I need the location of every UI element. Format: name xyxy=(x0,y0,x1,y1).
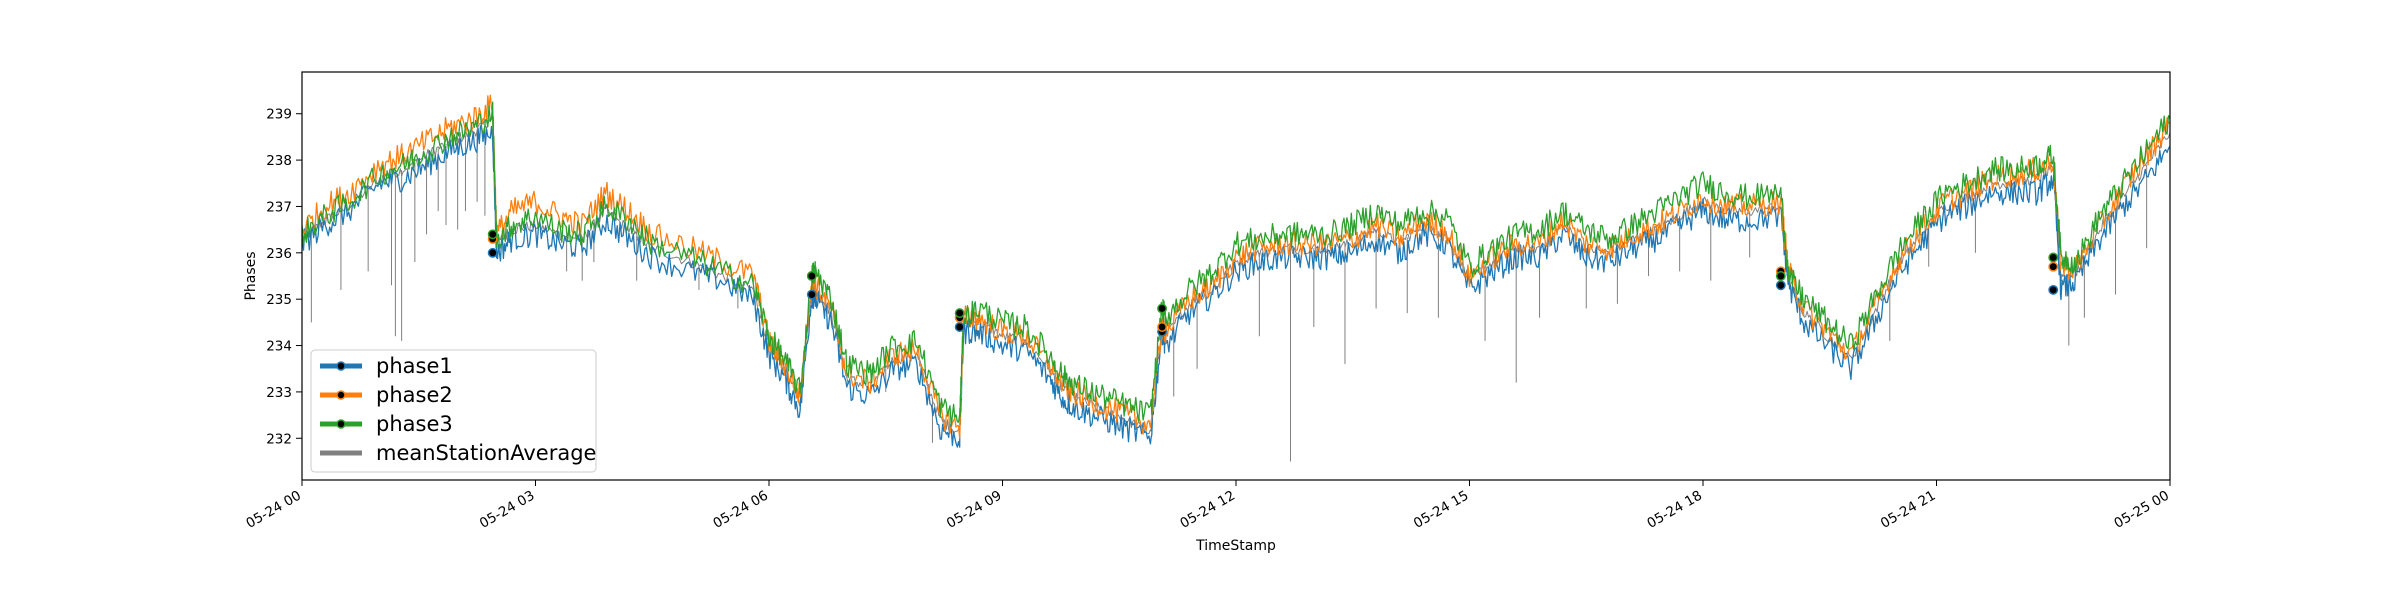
legend-frame xyxy=(310,349,597,473)
x-tick-label: 05-24 03 xyxy=(477,488,538,532)
marker-point-phase3 xyxy=(487,229,498,240)
marker-point-phase3 xyxy=(1157,303,1168,314)
x-axis-label: TimeStamp xyxy=(1195,538,1276,554)
marker-point-phase1 xyxy=(2048,284,2059,295)
marker-point-phase3 xyxy=(1775,271,1786,281)
legend-marker-phase3 xyxy=(336,419,346,429)
y-tick-label: 233 xyxy=(266,385,292,401)
y-tick-label: 239 xyxy=(266,107,292,123)
series-line-phase1 xyxy=(302,125,2170,448)
marker-point-phase2 xyxy=(2048,261,2059,272)
marker-point-phase1 xyxy=(806,289,817,300)
x-tick-label: 05-24 00 xyxy=(243,488,304,532)
legend-label-phase2: phase2 xyxy=(376,383,453,407)
y-axis-label: Phases xyxy=(243,251,259,300)
marker-point-phase3 xyxy=(806,271,817,281)
x-tick-label: 05-25 00 xyxy=(2111,488,2172,532)
marker-point-phase3 xyxy=(954,308,965,319)
y-tick-label: 235 xyxy=(266,292,292,308)
x-tick-label: 05-24 15 xyxy=(1411,488,1472,532)
x-tick-label: 05-24 18 xyxy=(1644,488,1705,532)
x-tick-label: 05-24 12 xyxy=(1177,488,1238,532)
legend: phase1 phase2 phase3 meanStationAverage xyxy=(310,349,597,473)
legend-marker-phase1 xyxy=(336,361,346,371)
marker-point-phase2 xyxy=(1157,322,1168,332)
legend-label-phase3: phase3 xyxy=(376,412,453,436)
y-axis: 232 233 234 235 236 237 238 239 xyxy=(266,107,302,447)
series-line-phase2 xyxy=(302,94,2170,439)
legend-label-meanStationAverage: meanStationAverage xyxy=(376,441,596,465)
series-line-phase3 xyxy=(302,101,2170,427)
y-tick-label: 237 xyxy=(266,199,292,215)
y-tick-label: 232 xyxy=(266,431,292,447)
legend-label-phase1: phase1 xyxy=(376,354,453,378)
marker-point-phase3 xyxy=(2048,252,2059,263)
y-tick-label: 234 xyxy=(266,339,292,355)
x-tick-label: 05-24 21 xyxy=(1878,488,1939,532)
plot-area xyxy=(302,94,2170,462)
x-tick-label: 05-24 06 xyxy=(710,488,771,532)
y-tick-label: 236 xyxy=(266,246,292,262)
marker-point-phase1 xyxy=(487,247,498,258)
x-axis: 05-24 00 05-24 03 05-24 06 05-24 09 05-24 12… xyxy=(243,480,2172,532)
y-tick-label: 238 xyxy=(266,153,292,169)
x-tick-label: 05-24 09 xyxy=(944,488,1005,532)
marker-point-phase1 xyxy=(954,322,965,332)
marker-point-phase1 xyxy=(1775,280,1786,291)
legend-marker-phase2 xyxy=(336,390,346,400)
